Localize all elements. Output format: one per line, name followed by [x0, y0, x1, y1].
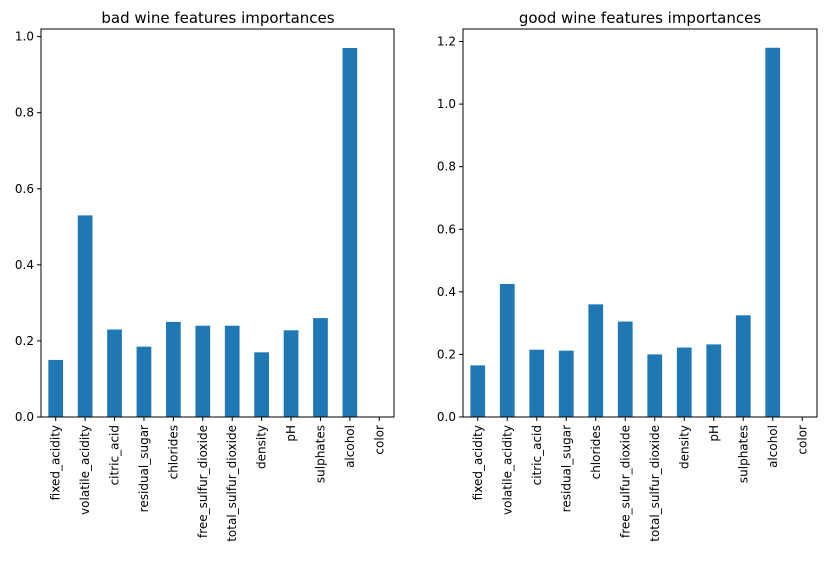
bar-fixed_acidity	[470, 365, 486, 417]
bar-volatile_acidity	[77, 215, 93, 417]
bar-fixed_acidity	[48, 359, 64, 417]
y-tick-label: 0.6	[437, 222, 456, 236]
bar-chlorides	[588, 304, 604, 417]
y-tick-label: 0.8	[437, 160, 456, 174]
y-tick-label: 0.6	[15, 182, 34, 196]
x-tick-label: free_sulfur_dioxide	[196, 425, 210, 538]
x-tick-label: chlorides	[166, 425, 180, 479]
bar-free_sulfur_dioxide	[617, 321, 633, 417]
bar-volatile_acidity	[499, 284, 515, 417]
plot-frame	[462, 28, 818, 418]
x-tick-label: alcohol	[766, 425, 780, 468]
y-tick-label: 0.2	[437, 347, 456, 361]
x-tick-label: volatile_acidity	[500, 425, 514, 515]
x-tick-label: density	[677, 425, 691, 469]
y-tick-label: 0.4	[437, 285, 456, 299]
bar-alcohol	[765, 47, 781, 418]
y-tick-label: 1.0	[437, 97, 456, 111]
y-tick-label: 1.2	[437, 35, 456, 49]
bar-chlorides	[166, 321, 181, 417]
chart-title: good wine features importances	[519, 9, 762, 27]
y-tick-label: 0.0	[437, 410, 456, 424]
bar-citric_acid	[529, 349, 545, 417]
bar-sulphates	[735, 315, 751, 417]
x-tick-label: alcohol	[343, 425, 357, 468]
y-tick-label: 0.2	[15, 334, 34, 348]
x-tick-label: citric_acid	[530, 425, 544, 485]
chart-title: bad wine features importances	[101, 9, 334, 27]
bar-pH	[706, 344, 722, 417]
plot-frame	[40, 28, 395, 418]
x-tick-label: total_sulfur_dioxide	[648, 425, 662, 542]
x-tick-label: volatile_acidity	[78, 425, 92, 515]
y-tick-label: 0.8	[15, 106, 34, 120]
y-tick-label: 0.4	[15, 258, 34, 272]
x-tick-label: chlorides	[589, 425, 603, 479]
good-wine-chart: good wine features importances 0.0 0.2 0.4…	[437, 9, 818, 542]
y-tick-label: 0.0	[15, 410, 34, 424]
bar-alcohol	[342, 48, 358, 418]
x-tick-label: sulphates	[313, 425, 327, 483]
x-tick-label: residual_sugar	[137, 425, 151, 512]
x-tick-label: total_sulfur_dioxide	[225, 425, 239, 542]
y-tick-label: 1.0	[15, 30, 34, 44]
bar-residual_sugar	[136, 346, 152, 417]
bad-wine-chart: bad wine features importances 0.0 0.2 0.4 0…	[15, 9, 395, 542]
x-tick-label: citric_acid	[108, 425, 122, 485]
x-tick-label: fixed_acidity	[471, 425, 485, 500]
x-tick-label: fixed_acidity	[49, 425, 63, 500]
x-tick-label: color	[795, 425, 809, 455]
x-tick-label: color	[372, 425, 386, 455]
x-tick-label: pH	[284, 425, 298, 442]
bar-residual_sugar	[558, 350, 574, 417]
bar-pH	[283, 330, 299, 417]
x-tick-label: residual_sugar	[559, 425, 573, 512]
bar-free_sulfur_dioxide	[195, 325, 211, 417]
bar-citric_acid	[107, 329, 122, 417]
bar-density	[254, 352, 269, 417]
bar-total_sulfur_dioxide	[224, 325, 240, 417]
bar-total_sulfur_dioxide	[647, 354, 663, 417]
bar-sulphates	[313, 318, 328, 417]
x-tick-label: free_sulfur_dioxide	[618, 425, 632, 538]
x-tick-label: pH	[707, 425, 721, 442]
x-tick-label: density	[255, 425, 269, 469]
bar-density	[676, 347, 692, 417]
x-tick-label: sulphates	[736, 425, 750, 483]
